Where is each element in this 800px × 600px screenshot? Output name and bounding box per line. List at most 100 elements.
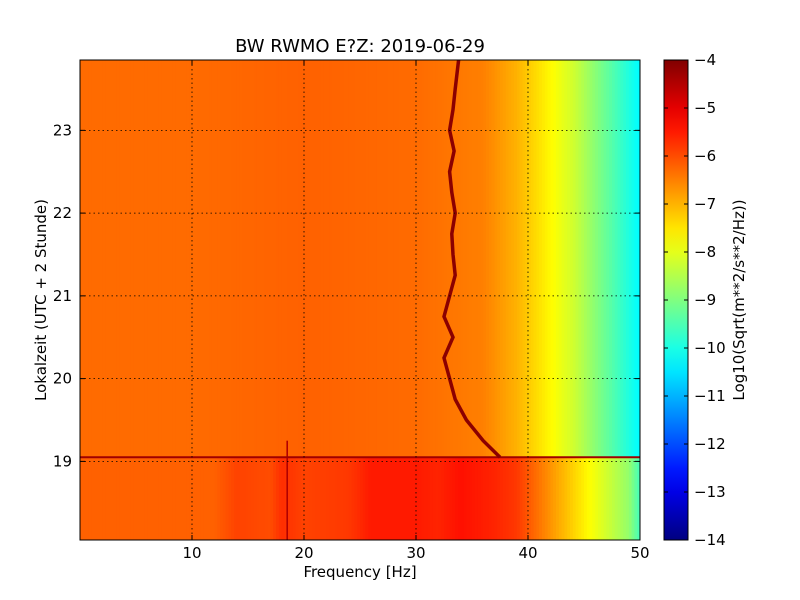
heatmap-cell <box>304 457 308 540</box>
colorbar-axis: −4 −5 −6 −7 −8 −9 −10 −11 −12 −13 −14 <box>664 51 726 549</box>
colorbar-tick-label: −8 <box>694 243 716 261</box>
heatmap-cell <box>396 60 400 458</box>
heatmap-cell <box>446 457 451 540</box>
colorbar-tick-label: −5 <box>694 99 716 117</box>
heatmap-cell <box>99 60 103 458</box>
heatmap-cell <box>614 60 619 458</box>
heatmap-cell <box>430 457 434 540</box>
heatmap-cell <box>595 60 599 458</box>
heatmap-cell <box>449 60 453 458</box>
heatmap-cell <box>578 60 582 458</box>
heatmap-cell <box>82 60 87 458</box>
heatmap-cell <box>438 457 442 540</box>
heatmap-cell <box>396 457 400 540</box>
heatmap-cell <box>208 60 213 458</box>
colorbar-tick-label: −10 <box>694 339 726 357</box>
heatmap-cell <box>567 457 571 540</box>
wandering-tone <box>442 60 502 459</box>
heatmap-cell <box>348 60 353 458</box>
heatmap-cell <box>379 60 383 458</box>
heatmap-cell <box>94 457 98 540</box>
heatmap-cell <box>589 457 593 540</box>
heatmap-cell <box>539 457 543 540</box>
heatmap-cell <box>242 457 246 540</box>
heatmap-cell <box>186 457 190 540</box>
heatmap-cell <box>385 457 389 540</box>
heatmap-cell <box>480 457 484 540</box>
heatmap-cell <box>586 457 591 540</box>
heatmap-cell <box>427 60 431 458</box>
heatmap-cell <box>245 60 249 458</box>
heatmap-cell <box>189 457 193 540</box>
heatmap-cell <box>206 60 210 458</box>
heatmap-cell <box>446 60 451 458</box>
heatmap-cell <box>94 60 98 458</box>
heatmap-cell <box>432 457 437 540</box>
heatmap-cell <box>178 457 182 540</box>
heatmap-cell <box>368 60 372 458</box>
heatmap-cell <box>91 457 95 540</box>
heatmap-cell <box>211 60 215 458</box>
heatmap-cell <box>430 60 434 458</box>
heatmap-cell <box>102 457 106 540</box>
heatmap-cell <box>88 457 92 540</box>
heatmap-cell <box>234 457 238 540</box>
heatmap-cell <box>631 60 635 458</box>
heatmap-cell <box>96 457 101 540</box>
heatmap-cell <box>466 60 470 458</box>
heatmap-cell <box>637 457 640 540</box>
heatmap-cell <box>539 60 543 458</box>
heatmap-cell <box>292 60 297 458</box>
heatmap-cell <box>570 457 574 540</box>
plot-frame <box>79 59 641 541</box>
heatmap-cell <box>620 60 624 458</box>
heatmap-cell <box>248 60 252 458</box>
heatmap-cell <box>211 457 215 540</box>
heatmap-cell <box>144 457 148 540</box>
heatmap-cell <box>276 60 280 458</box>
colorbar-tick-label: −6 <box>694 147 716 165</box>
heatmap-cell <box>96 60 101 458</box>
heatmap-cell <box>626 60 630 458</box>
heatmap-cell <box>183 60 187 458</box>
heatmap-cell <box>581 60 585 458</box>
heatmap-cell <box>105 60 109 458</box>
heatmap-cell <box>435 457 439 540</box>
heatmap-cell <box>558 60 563 458</box>
heatmap-cell <box>530 60 535 458</box>
heatmap-cell <box>365 60 369 458</box>
heatmap-cell <box>354 457 358 540</box>
heatmap-cell <box>200 60 204 458</box>
heatmap-cell <box>600 60 605 458</box>
heatmap-cell <box>130 457 134 540</box>
heatmap-cell <box>427 457 431 540</box>
heatmap-cell <box>248 457 252 540</box>
heatmap-cell <box>444 457 448 540</box>
heatmap-cell <box>584 457 588 540</box>
heatmap-cell <box>290 60 294 458</box>
heatmap-cell <box>85 60 89 458</box>
heatmap-cell <box>304 60 308 458</box>
heatmap-cell <box>452 457 456 540</box>
heatmap-cell <box>281 457 285 540</box>
heatmap-cell <box>166 457 171 540</box>
heatmap-cell <box>399 60 403 458</box>
heatmap-cell <box>402 60 406 458</box>
heatmap-cell <box>519 60 523 458</box>
heatmap-cell <box>180 60 185 458</box>
heatmap-cell <box>270 60 274 458</box>
heatmap-cell <box>544 457 549 540</box>
heatmap-cell <box>556 457 560 540</box>
heatmap-cell <box>357 60 361 458</box>
heatmap-cell <box>404 457 409 540</box>
heatmap-cell <box>144 60 148 458</box>
plot-area <box>80 60 640 540</box>
heatmap-cell <box>172 60 176 458</box>
heatmap-cell <box>488 457 493 540</box>
heatmap-cell <box>592 60 596 458</box>
heatmap-cell <box>525 60 529 458</box>
heatmap-cell <box>606 457 610 540</box>
heatmap-cell <box>418 457 423 540</box>
heatmap-cell <box>113 60 117 458</box>
heatmap-cell <box>133 457 137 540</box>
